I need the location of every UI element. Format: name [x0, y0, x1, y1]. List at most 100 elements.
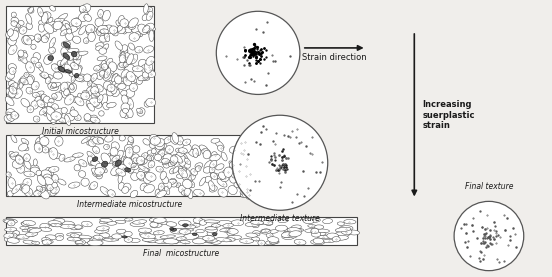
Ellipse shape [22, 185, 30, 193]
Ellipse shape [6, 172, 11, 177]
Ellipse shape [245, 222, 260, 227]
Ellipse shape [18, 52, 28, 58]
Ellipse shape [128, 166, 134, 173]
Ellipse shape [195, 163, 203, 168]
Ellipse shape [100, 29, 109, 34]
Ellipse shape [322, 239, 336, 242]
Ellipse shape [179, 229, 191, 234]
Ellipse shape [112, 31, 118, 36]
Ellipse shape [54, 72, 62, 79]
Bar [7, 217, 357, 245]
Ellipse shape [129, 238, 140, 242]
Ellipse shape [128, 162, 139, 170]
Ellipse shape [103, 238, 119, 241]
Ellipse shape [128, 139, 134, 145]
Ellipse shape [317, 235, 330, 239]
Ellipse shape [154, 221, 168, 225]
Ellipse shape [243, 171, 253, 180]
Ellipse shape [114, 171, 122, 176]
Ellipse shape [41, 94, 47, 101]
Ellipse shape [155, 189, 160, 198]
Ellipse shape [81, 178, 89, 186]
Ellipse shape [228, 186, 237, 195]
Ellipse shape [42, 147, 49, 153]
Ellipse shape [24, 160, 31, 169]
Ellipse shape [40, 185, 46, 192]
Ellipse shape [72, 36, 81, 43]
Ellipse shape [71, 76, 76, 83]
Ellipse shape [86, 25, 97, 33]
Ellipse shape [86, 100, 91, 108]
Ellipse shape [291, 225, 301, 230]
Ellipse shape [138, 74, 149, 81]
Ellipse shape [106, 67, 114, 75]
Ellipse shape [35, 91, 44, 97]
Ellipse shape [151, 221, 158, 226]
Ellipse shape [67, 48, 79, 53]
Ellipse shape [283, 230, 297, 235]
Ellipse shape [183, 224, 188, 227]
Ellipse shape [44, 75, 53, 79]
Ellipse shape [327, 233, 338, 239]
Ellipse shape [40, 101, 47, 108]
Ellipse shape [183, 161, 190, 168]
Ellipse shape [139, 168, 150, 173]
Ellipse shape [101, 60, 106, 69]
Ellipse shape [12, 184, 20, 194]
Ellipse shape [92, 169, 99, 176]
Ellipse shape [150, 136, 161, 145]
Ellipse shape [36, 95, 41, 102]
Ellipse shape [129, 83, 137, 91]
Ellipse shape [178, 155, 186, 166]
Ellipse shape [143, 175, 152, 183]
Ellipse shape [205, 176, 211, 183]
Ellipse shape [160, 171, 166, 179]
Ellipse shape [157, 191, 167, 197]
Ellipse shape [222, 170, 228, 175]
Ellipse shape [203, 235, 215, 241]
Ellipse shape [36, 34, 41, 42]
Ellipse shape [160, 235, 176, 238]
Ellipse shape [124, 77, 129, 81]
Ellipse shape [83, 74, 91, 82]
Ellipse shape [77, 235, 92, 239]
Ellipse shape [55, 233, 63, 238]
Ellipse shape [205, 227, 217, 233]
Ellipse shape [197, 237, 208, 240]
Ellipse shape [26, 14, 32, 24]
Ellipse shape [131, 154, 140, 164]
Ellipse shape [182, 153, 188, 162]
Ellipse shape [81, 137, 91, 143]
Ellipse shape [50, 222, 62, 226]
Ellipse shape [237, 143, 245, 149]
Ellipse shape [73, 53, 80, 64]
Ellipse shape [29, 7, 34, 13]
Ellipse shape [193, 218, 203, 223]
Ellipse shape [92, 92, 100, 97]
Ellipse shape [185, 179, 192, 186]
Ellipse shape [63, 42, 70, 48]
Circle shape [232, 115, 328, 210]
Ellipse shape [166, 222, 177, 227]
Ellipse shape [26, 87, 33, 94]
Ellipse shape [156, 155, 162, 162]
Ellipse shape [99, 48, 107, 54]
Ellipse shape [178, 166, 183, 173]
Ellipse shape [100, 187, 109, 195]
Ellipse shape [175, 155, 183, 163]
Circle shape [216, 11, 300, 94]
Ellipse shape [88, 32, 95, 42]
Ellipse shape [66, 87, 71, 92]
Ellipse shape [60, 60, 68, 67]
Ellipse shape [84, 115, 92, 122]
Ellipse shape [4, 237, 13, 242]
Ellipse shape [57, 14, 67, 21]
Ellipse shape [121, 90, 127, 96]
Ellipse shape [282, 232, 294, 237]
Ellipse shape [211, 240, 221, 244]
Ellipse shape [34, 34, 41, 42]
Ellipse shape [54, 92, 62, 101]
Ellipse shape [132, 66, 143, 71]
Ellipse shape [10, 233, 17, 238]
Ellipse shape [45, 235, 57, 239]
